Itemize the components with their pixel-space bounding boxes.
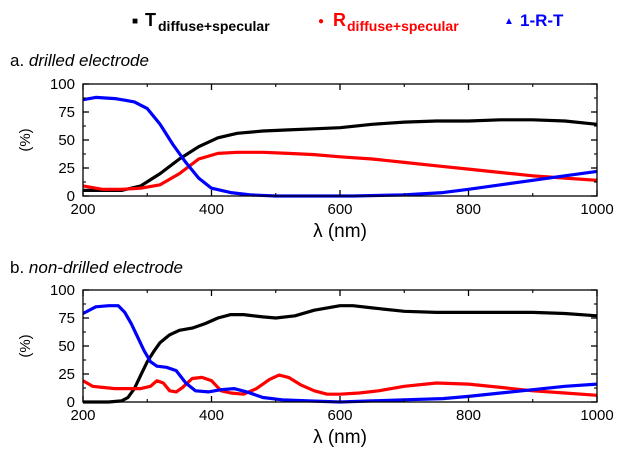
legend-marker-r: ● <box>318 16 324 27</box>
series-line-1-r-t <box>83 95 597 198</box>
y-tick-label: 50 <box>58 338 75 355</box>
legend-item-t: ■ T diffuse+specular <box>132 10 270 34</box>
x-tick-label: 400 <box>199 407 224 424</box>
panel-a-title: drilled electrode <box>29 51 149 70</box>
y-tick-label: 100 <box>50 76 75 93</box>
panel-a-label: a. drilled electrode <box>10 51 149 70</box>
panel-b-prefix: b. <box>10 258 24 277</box>
series-line-r <box>83 373 597 397</box>
panel-b-title: non-drilled electrode <box>29 258 183 277</box>
legend-marker-1rt: ▲ <box>504 16 514 27</box>
x-tick-label: 1000 <box>580 407 613 424</box>
x-tick-label: 600 <box>327 407 352 424</box>
panel-b-label: b. non-drilled electrode <box>10 258 183 277</box>
legend-item-r: ● R diffuse+specular <box>318 10 459 34</box>
x-axis-title: λ (nm) <box>313 427 367 448</box>
legend: ■ T diffuse+specular ● R diffuse+specula… <box>132 10 564 34</box>
legend-item-1rt: ▲ 1-R-T <box>504 11 564 30</box>
plot-frame <box>82 83 598 197</box>
panel-a-plot: 200 400 600 800 1000 0 25 50 75 100 λ (nm) (%) <box>17 76 614 242</box>
y-tick-label: 50 <box>58 132 75 149</box>
y-axis-title: (%) <box>17 334 34 357</box>
series-line-t <box>83 118 597 192</box>
series-line-t <box>83 304 597 404</box>
x-tick-label: 400 <box>199 201 224 218</box>
legend-marker-t: ■ <box>132 16 138 27</box>
series-line-1-r-t <box>83 304 597 404</box>
y-tick-label: 75 <box>58 104 75 121</box>
x-tick-label: 200 <box>70 201 95 218</box>
y-axis-title: (%) <box>17 128 34 151</box>
y-tick-label: 0 <box>67 394 75 411</box>
legend-label-r-main: R <box>333 10 346 30</box>
y-tick-label: 25 <box>58 160 75 177</box>
y-tick-label: 0 <box>67 188 75 205</box>
x-tick-label: 200 <box>70 407 95 424</box>
legend-label-r-sub: diffuse+specular <box>347 18 459 34</box>
legend-label-t-main: T <box>145 10 156 30</box>
panel-a-prefix: a. <box>10 51 24 70</box>
y-tick-label: 100 <box>50 282 75 299</box>
y-tick-label: 25 <box>58 366 75 383</box>
y-tick-label: 75 <box>58 310 75 327</box>
panel-b-plot: 200 400 600 800 1000 0 25 50 75 100 λ (nm) (%) <box>17 282 614 448</box>
legend-label-t-sub: diffuse+specular <box>158 18 270 34</box>
x-axis-title: λ (nm) <box>313 221 367 242</box>
series-line-r <box>83 150 597 191</box>
x-tick-label: 1000 <box>580 201 613 218</box>
legend-label-1rt: 1-R-T <box>520 11 564 30</box>
x-tick-label: 800 <box>456 201 481 218</box>
x-tick-label: 600 <box>327 201 352 218</box>
x-tick-label: 800 <box>456 407 481 424</box>
